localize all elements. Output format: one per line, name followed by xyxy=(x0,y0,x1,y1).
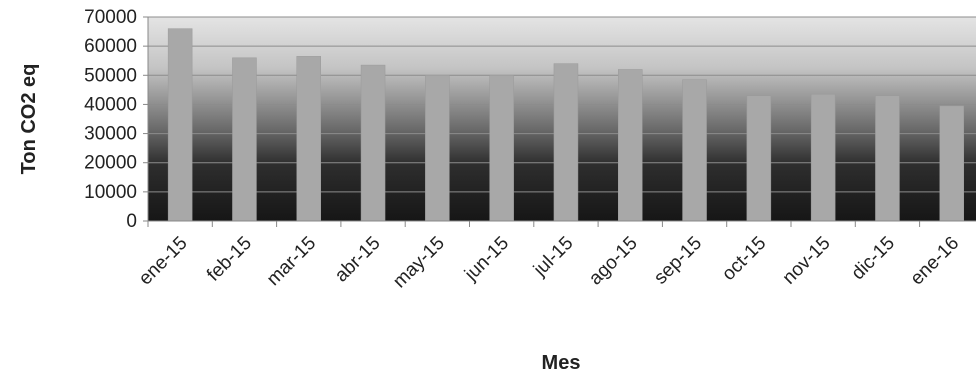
y-tick-labels: 0 10000 20000 30000 40000 50000 60000 70000 xyxy=(84,7,137,232)
x-tick-label: jul-15 xyxy=(529,233,577,281)
x-axis-title: Mes xyxy=(542,352,581,374)
bar xyxy=(425,75,450,222)
y-tick-label: 0 xyxy=(126,211,137,232)
x-tick-label: may-15 xyxy=(389,233,449,293)
y-tick-label: 20000 xyxy=(84,153,137,174)
x-tick-labels: ene-15 feb-15 mar-15 abr-15 may-15 jun-15 jul-… xyxy=(135,233,963,293)
y-tick-label: 50000 xyxy=(84,65,137,86)
x-tick-label: nov-15 xyxy=(779,233,835,289)
y-tick-label: 60000 xyxy=(84,36,137,57)
x-tick-label: ago-15 xyxy=(585,233,642,290)
bar xyxy=(939,105,964,222)
y-tick-label: 70000 xyxy=(84,7,137,28)
x-tick-label: jun-15 xyxy=(460,233,513,286)
x-tick-label: ene-15 xyxy=(135,233,192,290)
x-tick-label: dic-15 xyxy=(848,233,899,284)
bar xyxy=(682,79,707,222)
y-tick-label: 30000 xyxy=(84,124,137,145)
bar xyxy=(167,28,193,222)
x-tick-label: abr-15 xyxy=(331,233,385,287)
x-tick-label: mar-15 xyxy=(263,233,320,290)
bar xyxy=(746,95,772,222)
bar xyxy=(296,56,321,222)
y-axis-title: Ton CO2 eq xyxy=(18,64,40,175)
x-tick-label: sep-15 xyxy=(650,233,706,289)
bar xyxy=(875,95,900,222)
bar xyxy=(232,57,257,222)
bar xyxy=(553,63,579,222)
bar xyxy=(618,69,643,222)
x-tick-label: ene-16 xyxy=(907,233,964,290)
bar xyxy=(489,75,514,222)
bar xyxy=(360,64,386,222)
y-tick-label: 40000 xyxy=(84,94,137,115)
bar xyxy=(810,93,836,222)
x-tick-label: feb-15 xyxy=(203,233,256,286)
x-tick-label: oct-15 xyxy=(718,233,770,285)
axes xyxy=(143,16,976,227)
y-tick-label: 10000 xyxy=(84,182,137,203)
